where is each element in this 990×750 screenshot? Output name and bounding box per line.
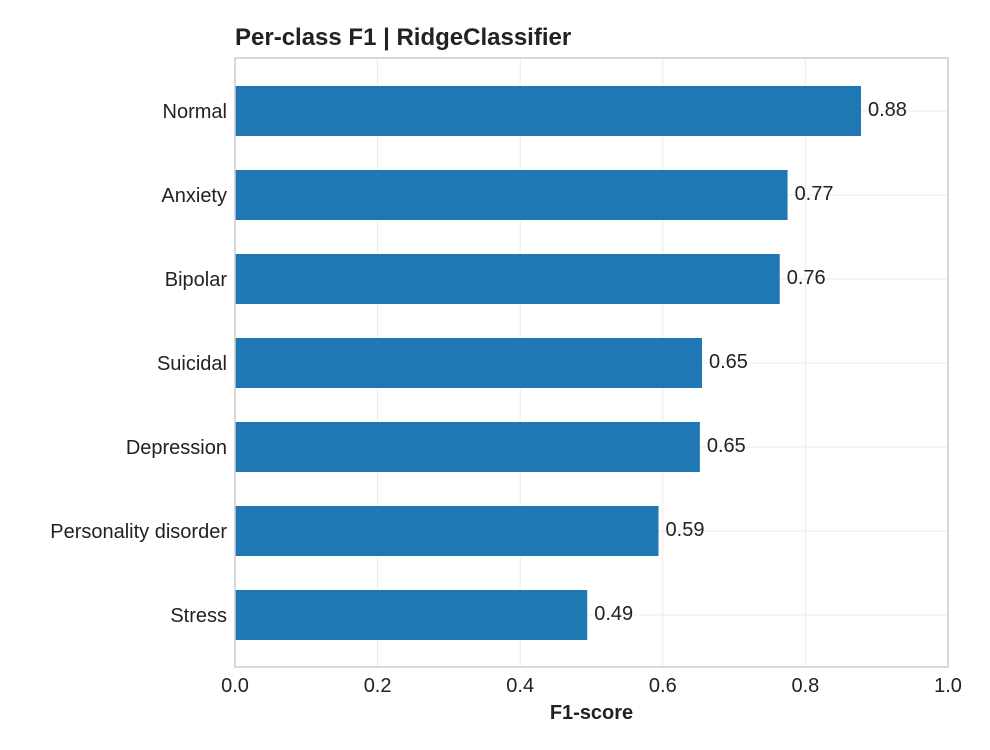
- bar: [235, 86, 862, 136]
- bar: [235, 506, 659, 556]
- bar: [235, 422, 700, 472]
- value-label: 0.65: [709, 351, 748, 373]
- category-labels: Normal Anxiety Bipolar Suicidal Depression Pe…: [50, 101, 227, 627]
- chart-title: Per-class F1 | RidgeClassifier: [235, 24, 571, 51]
- bars: [235, 86, 862, 640]
- x-axis-label: F1-score: [550, 702, 633, 724]
- value-label: 0.76: [787, 267, 826, 289]
- category-label: Anxiety: [161, 185, 227, 207]
- x-tick-labels: 0.0 0.2 0.4 0.6 0.8 1.0: [221, 675, 962, 697]
- x-tick-label: 0.4: [506, 675, 534, 697]
- bar: [235, 590, 588, 640]
- x-tick-label: 1.0: [934, 675, 962, 697]
- category-label: Normal: [163, 101, 227, 123]
- bar: [235, 338, 703, 388]
- category-label: Bipolar: [165, 269, 228, 291]
- value-label: 0.59: [666, 519, 705, 541]
- x-tick-label: 0.2: [364, 675, 392, 697]
- value-label: 0.65: [707, 435, 746, 457]
- value-labels: 0.88 0.77 0.76 0.65 0.65 0.59 0.49: [594, 99, 907, 625]
- value-label: 0.49: [594, 603, 633, 625]
- category-label: Suicidal: [157, 353, 227, 375]
- category-label: Stress: [170, 605, 227, 627]
- value-label: 0.77: [795, 183, 834, 205]
- x-tick-label: 0.6: [649, 675, 677, 697]
- x-tick-label: 0.8: [791, 675, 819, 697]
- bar: [235, 254, 780, 304]
- category-label: Depression: [126, 437, 227, 459]
- plot-frame: [234, 57, 949, 668]
- value-label: 0.88: [868, 99, 907, 121]
- x-tick-label: 0.0: [221, 675, 249, 697]
- category-label: Personality disorder: [50, 521, 227, 543]
- bar: [235, 170, 788, 220]
